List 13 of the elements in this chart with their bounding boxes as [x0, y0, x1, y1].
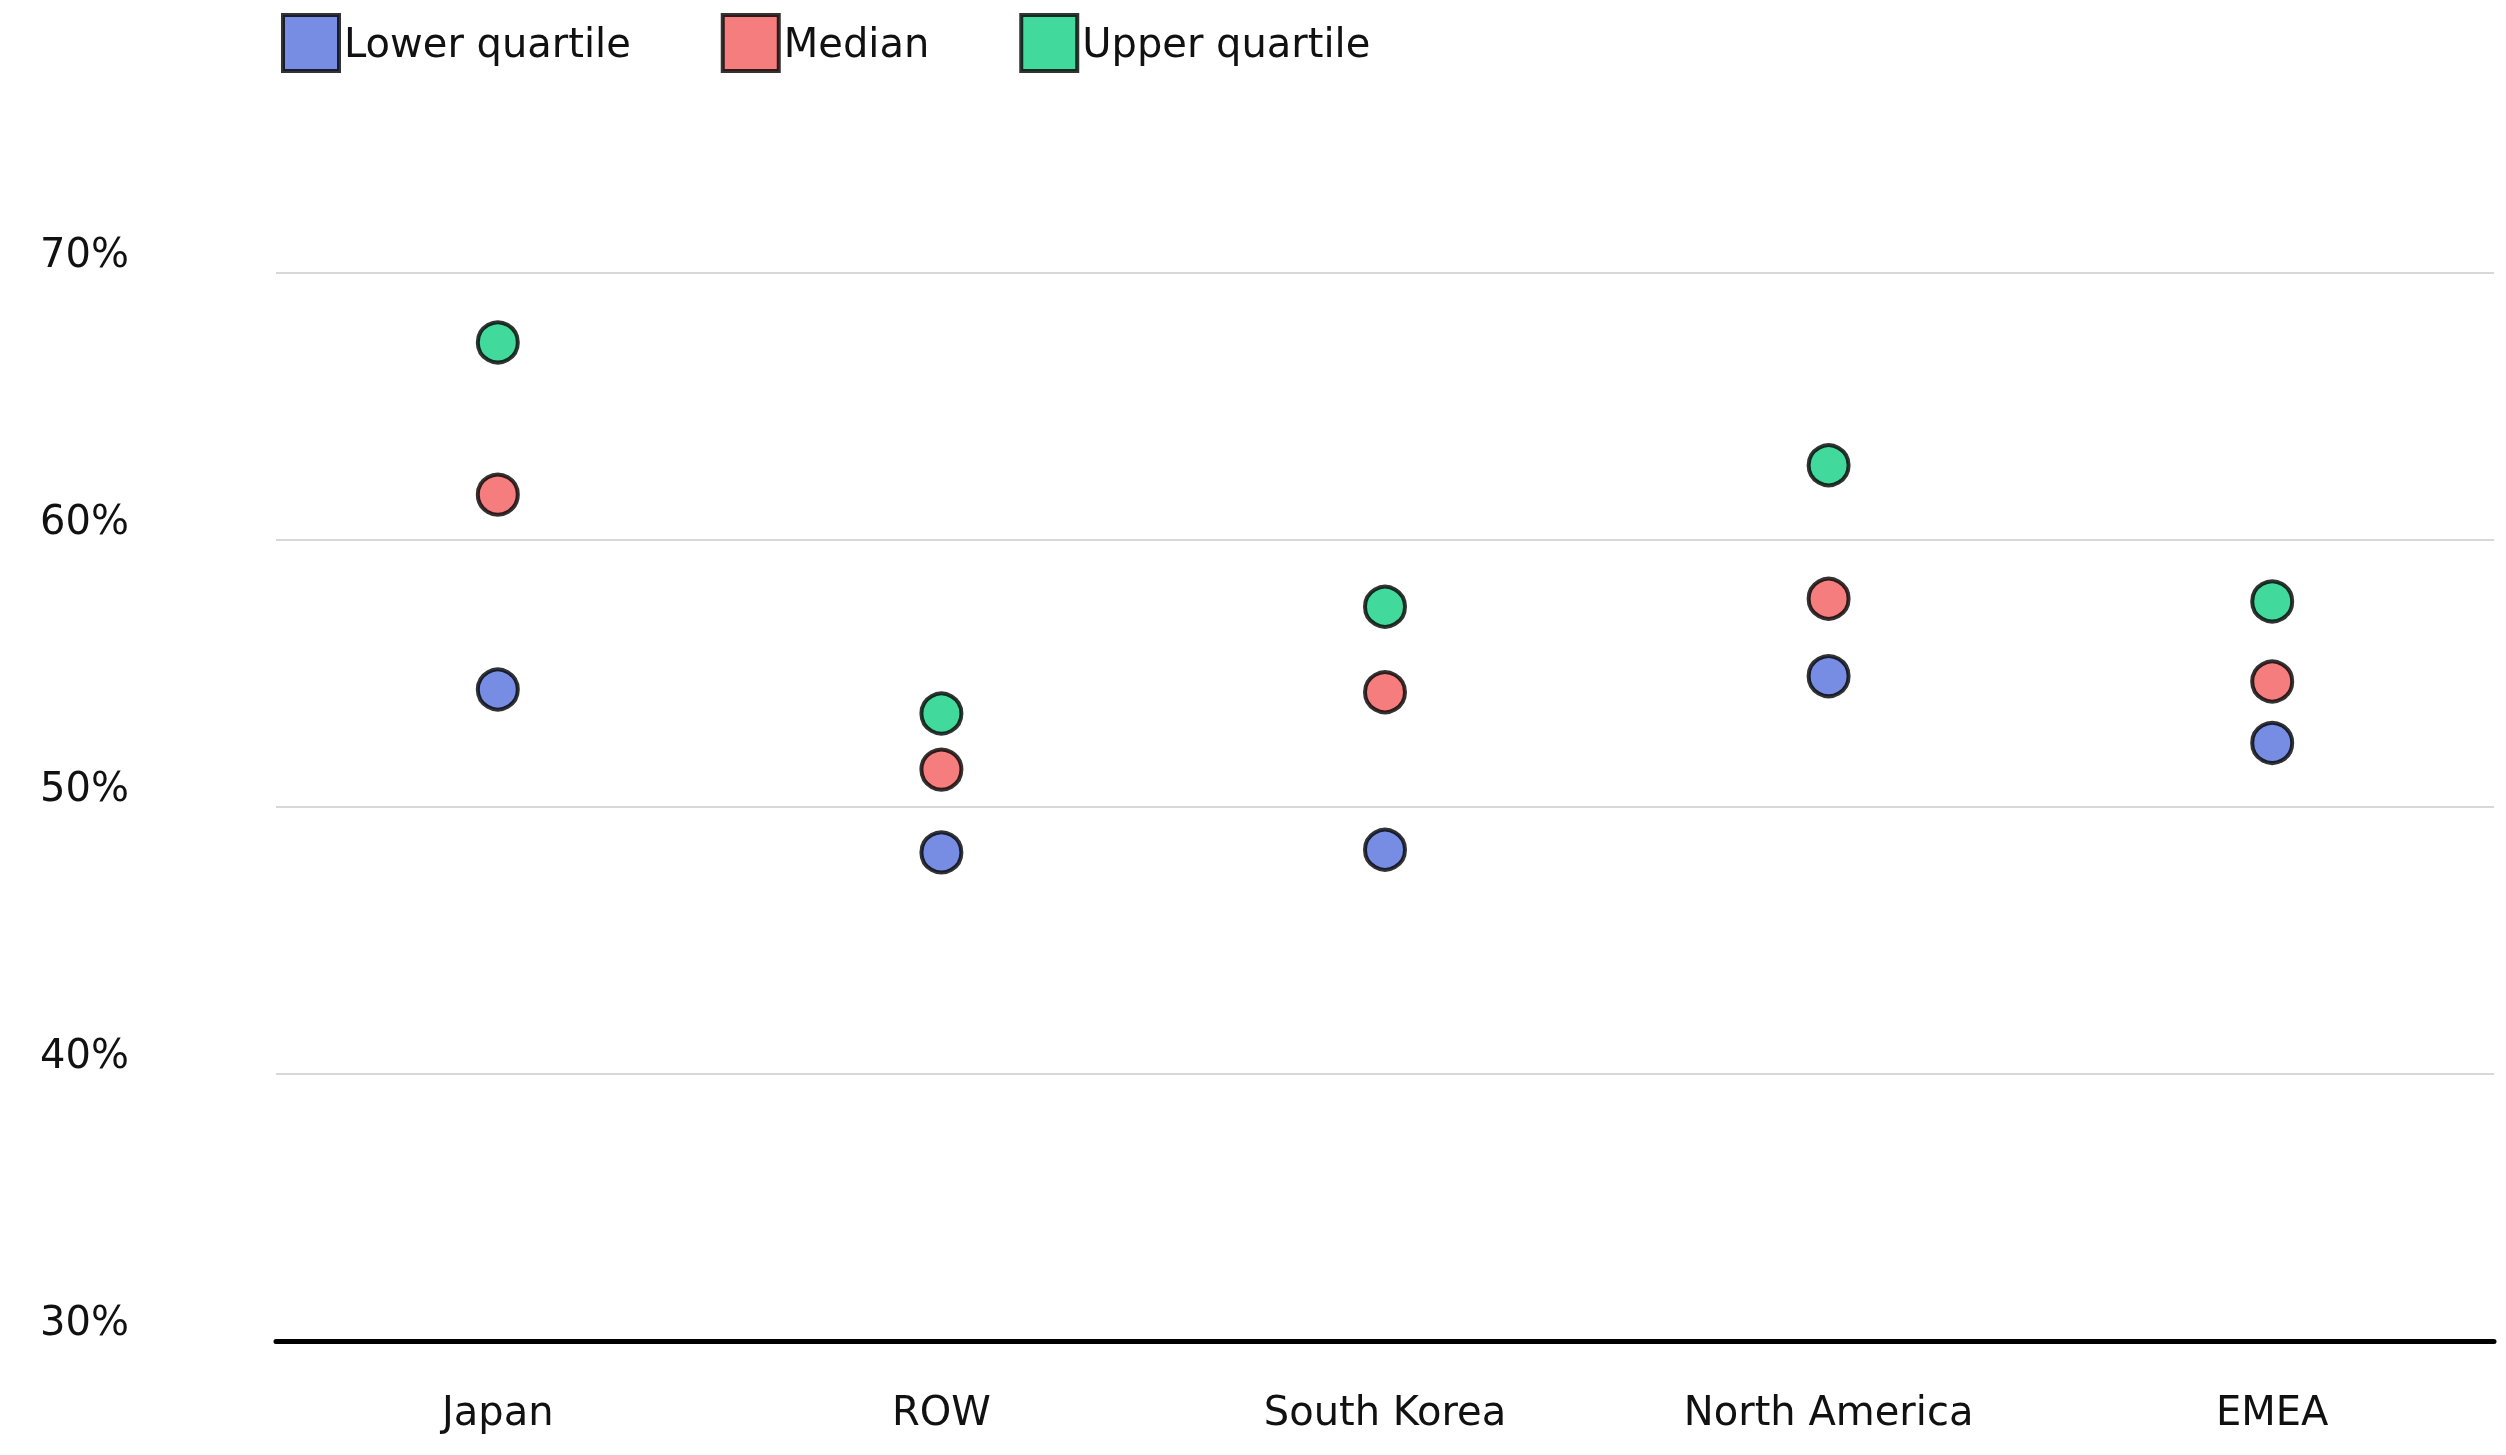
x-tick-label: EMEA — [2215, 1388, 2330, 1434]
legend-label: Median — [783, 20, 930, 66]
y-tick-label: 70% — [40, 230, 129, 276]
y-tick-label: 40% — [40, 1031, 129, 1077]
y-tick-label: 50% — [40, 764, 129, 810]
x-tick-label: South Korea — [1263, 1388, 1507, 1434]
legend-label: Lower quartile — [344, 20, 631, 66]
x-tick-label: North America — [1683, 1388, 1974, 1434]
y-tick-label: 30% — [40, 1298, 129, 1344]
legend-label: Upper quartile — [1082, 20, 1371, 66]
x-tick-label: Japan — [439, 1388, 554, 1434]
x-tick-label: ROW — [891, 1388, 991, 1434]
y-tick-label: 60% — [40, 497, 129, 543]
